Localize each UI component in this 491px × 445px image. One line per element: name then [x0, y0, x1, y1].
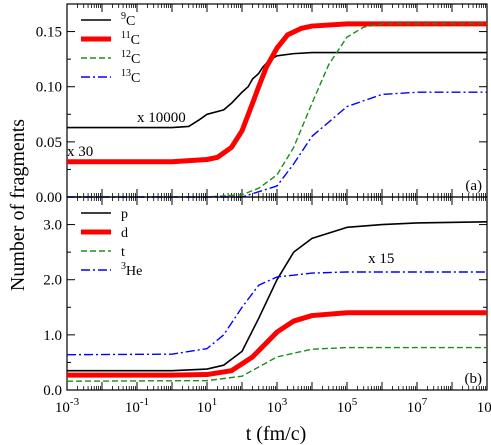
x-tick-label: 10-1: [125, 396, 149, 416]
y-tick-label: 0.00: [36, 190, 62, 206]
panel-label: (a): [465, 178, 482, 194]
x-tick-label: 109: [477, 396, 491, 416]
y-tick-label: 0.10: [36, 80, 62, 96]
legend-label-13C: 13C: [121, 68, 140, 86]
x-tick-label: 107: [407, 396, 428, 416]
scale-annotation: x 10000: [137, 110, 186, 126]
legend-label-3He: 3He: [121, 261, 142, 279]
legend-label-t: t: [121, 245, 125, 260]
scale-annotation: x 15: [368, 251, 394, 267]
series-line-p: [67, 221, 488, 372]
y-tick-label: 0.15: [36, 25, 62, 41]
legend-label-11C: 11C: [121, 30, 140, 48]
y-tick-label: 0.05: [36, 135, 62, 151]
y-tick-label: 3.0: [43, 218, 62, 234]
series-line-t: [66, 346, 487, 382]
y-tick-label: 1.0: [43, 328, 62, 344]
legend-label-9C: 9C: [121, 11, 135, 29]
series-line-13C: [67, 91, 487, 198]
x-tick-label: 103: [267, 396, 288, 416]
series-line-9C: [67, 51, 487, 129]
scale-annotation: x 30: [67, 144, 93, 160]
legend-label-p: p: [121, 207, 128, 222]
x-tick-label: 101: [197, 396, 218, 416]
series-line-d: [67, 310, 487, 378]
panel-b: 0.0 1.0 2.0 3.0 10-3 10-1 101 103 105 107 109 pdt3H…: [43, 196, 491, 416]
series-line-11C: [67, 21, 487, 165]
y-tick-label: 2.0: [43, 273, 62, 289]
series-line-12C: [67, 23, 487, 198]
legend-label-12C: 12C: [121, 49, 140, 67]
x-tick-label: 105: [337, 396, 358, 416]
legend-label-d: d: [121, 226, 128, 241]
plot-frame: [66, 196, 488, 391]
x-axis-label: t (fm/c): [246, 423, 307, 445]
y-tick-label: 0.0: [43, 383, 62, 399]
series-line-3He: [66, 271, 487, 356]
y-axis-label: Number of fragments: [7, 119, 29, 291]
x-tick-label: 10-3: [55, 396, 80, 416]
panel-label: (b): [465, 371, 483, 387]
